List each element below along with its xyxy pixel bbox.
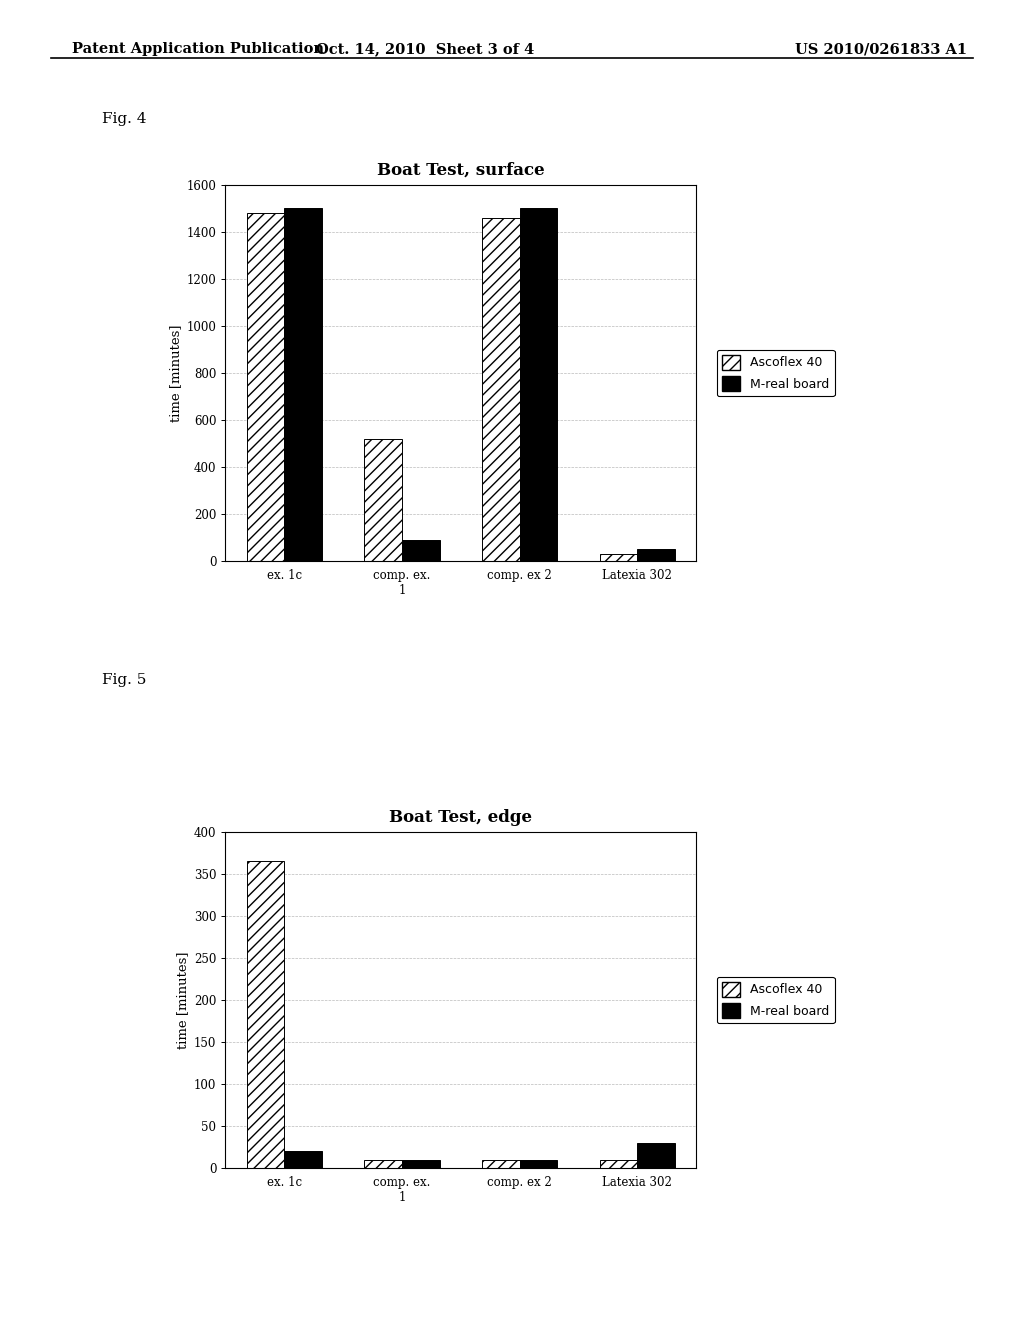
Title: Boat Test, surface: Boat Test, surface <box>377 162 545 180</box>
Bar <box>402 540 439 561</box>
Bar <box>519 209 557 561</box>
Bar <box>285 1151 322 1168</box>
Bar <box>247 213 285 561</box>
Bar <box>519 1160 557 1168</box>
Bar <box>247 861 285 1168</box>
Text: Fig. 4: Fig. 4 <box>102 112 146 127</box>
Bar <box>482 218 519 561</box>
Bar <box>402 1160 439 1168</box>
Bar <box>365 438 402 561</box>
Bar <box>482 1160 519 1168</box>
Bar <box>637 1143 675 1168</box>
Bar <box>600 1160 637 1168</box>
Bar <box>637 549 675 561</box>
Text: Oct. 14, 2010  Sheet 3 of 4: Oct. 14, 2010 Sheet 3 of 4 <box>315 42 535 57</box>
Legend: Ascoflex 40, M-real board: Ascoflex 40, M-real board <box>717 350 835 396</box>
Title: Boat Test, edge: Boat Test, edge <box>389 809 532 826</box>
Text: Fig. 5: Fig. 5 <box>102 673 146 688</box>
Text: Patent Application Publication: Patent Application Publication <box>72 42 324 57</box>
Y-axis label: time [minutes]: time [minutes] <box>169 325 182 421</box>
Bar <box>285 209 322 561</box>
Text: US 2010/0261833 A1: US 2010/0261833 A1 <box>795 42 967 57</box>
Y-axis label: time [minutes]: time [minutes] <box>176 952 189 1048</box>
Bar <box>600 554 637 561</box>
Bar <box>365 1160 402 1168</box>
Legend: Ascoflex 40, M-real board: Ascoflex 40, M-real board <box>717 977 835 1023</box>
